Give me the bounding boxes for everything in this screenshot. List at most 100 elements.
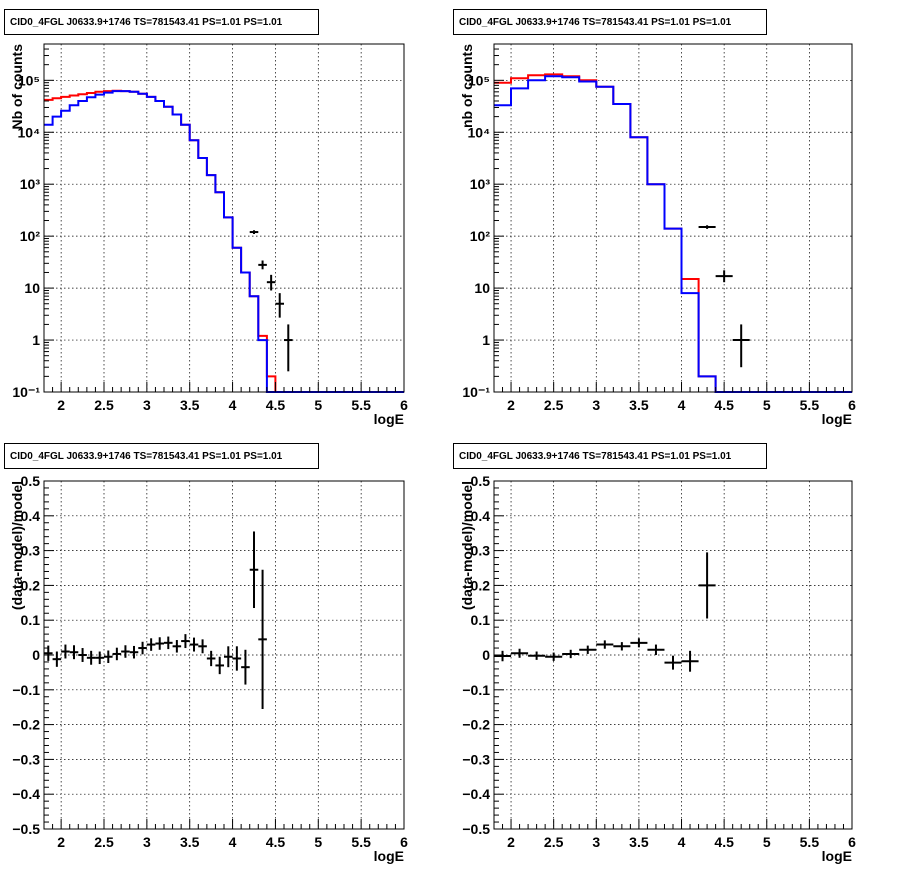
panel-bottom-right-residuals: CID0_4FGL J0633.9+1746 TS=781543.41 PS=1…	[453, 443, 856, 864]
data-point	[732, 324, 750, 368]
y-tick-label: 0.3	[471, 543, 491, 559]
y-tick-label: −0.4	[12, 786, 40, 802]
x-tick-label: 4.5	[714, 834, 734, 850]
chart-title: CID0_4FGL J0633.9+1746 TS=781543.41 PS=1…	[459, 451, 732, 462]
x-tick-label: 5	[314, 397, 322, 413]
x-tick-label: 3.5	[180, 834, 200, 850]
chart-title: CID0_4FGL J0633.9+1746 TS=781543.41 PS=1…	[10, 17, 283, 28]
data-point	[698, 552, 716, 619]
x-tick-label: 2	[57, 397, 65, 413]
y-tick-label: 10²	[20, 228, 41, 244]
data-point	[494, 650, 512, 662]
data-point	[664, 655, 682, 670]
step-line	[494, 75, 852, 393]
x-tick-label: 2.5	[94, 834, 114, 850]
y-tick-label: −0.1	[12, 682, 40, 698]
y-axis: −0.5 −0.4 −0.3 −0.2 −0.1 0 0.1 0.2 0.3 0.4 0.5(dat…	[9, 473, 54, 837]
data-point	[266, 274, 276, 291]
panel-top-left-counts: CID0_4FGL J0633.9+1746 TS=781543.41 PS=1…	[4, 9, 408, 427]
series-data	[249, 230, 293, 372]
y-tick-label: 10	[474, 280, 490, 296]
title-frame	[4, 9, 319, 35]
y-tick-label: 10⁵	[18, 72, 40, 88]
data-point	[613, 642, 631, 651]
y-tick-label: 10⁵	[468, 72, 490, 88]
x-tick-label: 5	[314, 834, 322, 850]
y-tick-label: 0.1	[471, 612, 491, 628]
x-tick-label: 2.5	[544, 397, 564, 413]
panel-top-right-counts: CID0_4FGL J0633.9+1746 TS=781543.41 PS=1…	[453, 9, 856, 427]
y-tick-label: −0.5	[462, 821, 490, 837]
y-tick-label: −0.4	[462, 786, 490, 802]
title-box: CID0_4FGL J0633.9+1746 TS=781543.41 PS=1…	[453, 443, 767, 469]
y-tick-label: 1	[482, 332, 490, 348]
data-point	[562, 649, 580, 659]
series-model-blue-	[494, 75, 852, 393]
y-tick-label: 0.4	[471, 508, 491, 524]
data-point	[596, 640, 614, 649]
x-tick-label: 4	[678, 834, 686, 850]
data-point	[715, 270, 733, 283]
y-tick-label: 10⁻¹	[12, 384, 40, 400]
data-point	[172, 640, 182, 653]
x-tick-label: 4	[678, 397, 686, 413]
series-model-red-	[494, 73, 852, 393]
data-point	[249, 230, 259, 235]
data-point	[275, 293, 284, 318]
data-point	[181, 634, 190, 649]
y-axis-label: (data-model)/model	[459, 481, 475, 610]
data-point	[155, 637, 164, 650]
series-model-red-	[44, 89, 404, 393]
grid	[494, 44, 852, 392]
data-point	[129, 645, 139, 659]
y-tick-label: −0.3	[462, 751, 490, 767]
y-tick-label: 10³	[470, 176, 491, 192]
x-tick-label: 2	[507, 834, 515, 850]
y-tick-label: −0.1	[462, 682, 490, 698]
x-tick-label: 4	[229, 834, 237, 850]
data-point	[86, 650, 96, 665]
x-tick-label: 3	[592, 397, 600, 413]
data-point	[698, 225, 716, 229]
data-point	[112, 647, 122, 661]
x-tick-label: 5	[763, 834, 771, 850]
data-point	[189, 637, 199, 652]
x-tick-label: 5.5	[800, 397, 820, 413]
x-tick-label: 5.5	[351, 834, 371, 850]
x-tick-label: 6	[400, 834, 408, 850]
data-point	[241, 649, 250, 685]
series-data	[698, 225, 750, 368]
data-point	[232, 646, 242, 671]
data-point	[104, 650, 113, 664]
y-tick-label: 10⁻¹	[462, 384, 490, 400]
title-frame	[453, 9, 767, 35]
x-tick-label: 4	[229, 397, 237, 413]
data-point	[206, 650, 216, 667]
data-point	[258, 260, 267, 270]
step-line	[494, 73, 852, 393]
y-tick-label: 0.3	[21, 543, 41, 559]
y-tick-label: 10	[24, 280, 40, 296]
x-tick-label: 6	[400, 397, 408, 413]
x-tick-label: 4.5	[266, 834, 286, 850]
y-tick-label: 0	[482, 647, 490, 663]
x-tick-label: 2.5	[544, 834, 564, 850]
y-tick-label: 10²	[470, 228, 491, 244]
title-frame	[453, 443, 767, 469]
data-point	[69, 645, 79, 660]
data-point	[545, 652, 563, 661]
data-point	[198, 639, 207, 654]
data-point	[95, 651, 104, 665]
y-tick-label: 10⁴	[18, 124, 41, 140]
y-tick-label: 0.5	[21, 473, 41, 489]
data-point	[121, 645, 130, 658]
data-point	[681, 650, 699, 672]
y-tick-label: −0.2	[462, 717, 490, 733]
step-line	[44, 89, 404, 393]
y-tick-label: −0.5	[12, 821, 40, 837]
x-tick-label: 4.5	[266, 397, 286, 413]
y-tick-label: 0.4	[21, 508, 41, 524]
